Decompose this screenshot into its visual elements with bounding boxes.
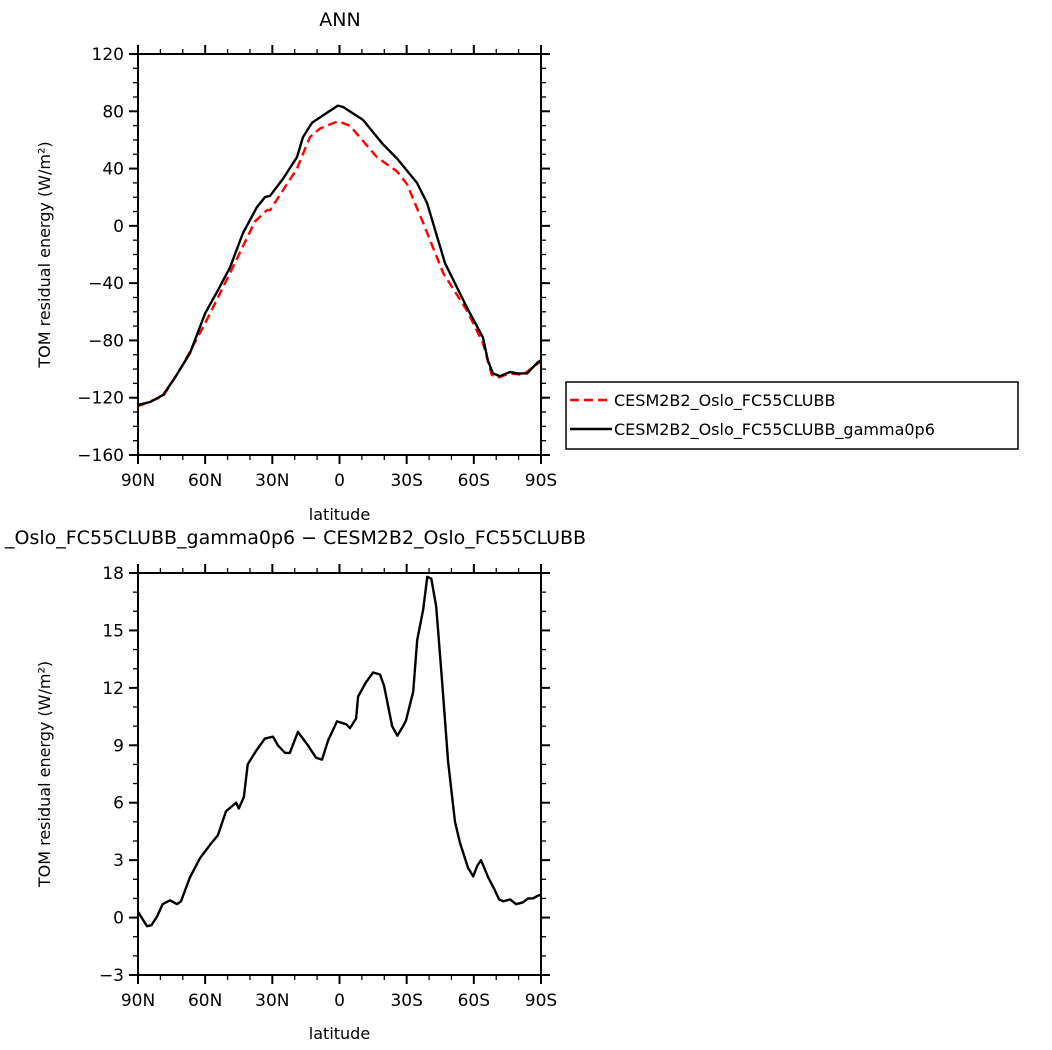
x-tick-label: 30N bbox=[255, 991, 289, 1011]
y-tick-label: 9 bbox=[113, 736, 124, 756]
legend-label-1: CESM2B2_Oslo_FC55CLUBB_gamma0p6 bbox=[614, 420, 935, 440]
x-tick-label: 90S bbox=[525, 991, 557, 1011]
y-tick-label: 120 bbox=[92, 45, 124, 65]
x-tick-label: 60S bbox=[458, 991, 490, 1011]
y-tick-label: −160 bbox=[77, 446, 124, 466]
y-tick-label: 6 bbox=[113, 794, 124, 814]
y-tick-label: −120 bbox=[77, 389, 124, 409]
x-tick-label: 0 bbox=[334, 471, 345, 491]
plot-frame bbox=[137, 53, 542, 456]
series-line-0 bbox=[137, 120, 542, 408]
y-tick-label: 40 bbox=[102, 160, 124, 180]
x-tick-label: 90N bbox=[121, 471, 155, 491]
y-axis-label: TOM residual energy (W/m²) bbox=[35, 661, 54, 888]
y-axis-label: TOM residual energy (W/m²) bbox=[35, 141, 54, 368]
y-tick-label: 3 bbox=[113, 851, 124, 871]
x-axis-label: latitude bbox=[309, 505, 370, 524]
x-tick-label: 60N bbox=[188, 991, 222, 1011]
y-tick-label: 12 bbox=[102, 679, 124, 699]
x-tick-label: 60N bbox=[188, 471, 222, 491]
y-tick-label: 80 bbox=[102, 102, 124, 122]
x-tick-label: 30N bbox=[255, 471, 289, 491]
legend-label-0: CESM2B2_Oslo_FC55CLUBB bbox=[614, 391, 835, 411]
x-tick-label: 30S bbox=[390, 991, 422, 1011]
plot-frame bbox=[137, 572, 542, 976]
y-tick-label: −40 bbox=[88, 274, 124, 294]
y-tick-label: −3 bbox=[99, 966, 124, 986]
legend-box bbox=[565, 381, 1019, 450]
series-line-1 bbox=[137, 104, 542, 407]
x-tick-label: 30S bbox=[390, 471, 422, 491]
y-tick-label: −80 bbox=[88, 331, 124, 351]
x-tick-label: 0 bbox=[334, 991, 345, 1011]
bottom-panel: _Oslo_FC55CLUBB_gamma0p6 − CESM2B2_Oslo_… bbox=[4, 527, 586, 1043]
x-tick-label: 90N bbox=[121, 991, 155, 1011]
y-tick-label: 0 bbox=[113, 909, 124, 929]
y-tick-label: 15 bbox=[102, 621, 124, 641]
y-tick-label: 0 bbox=[113, 217, 124, 237]
x-axis-label: latitude bbox=[309, 1024, 370, 1043]
top-panel: ANN −160 −120 −80 −40 0 40 80 120 90N 60N 30N 0 30S 60… bbox=[35, 9, 1019, 524]
legend: CESM2B2_Oslo_FC55CLUBB CESM2B2_Oslo_FC55C… bbox=[565, 381, 1019, 450]
x-tick-label: 60S bbox=[458, 471, 490, 491]
series-line-0 bbox=[136, 575, 542, 928]
y-tick-label: 18 bbox=[102, 564, 124, 584]
chart-title: ANN bbox=[319, 9, 360, 31]
x-tick-label: 90S bbox=[525, 471, 557, 491]
chart-title: _Oslo_FC55CLUBB_gamma0p6 − CESM2B2_Oslo_… bbox=[4, 527, 586, 549]
